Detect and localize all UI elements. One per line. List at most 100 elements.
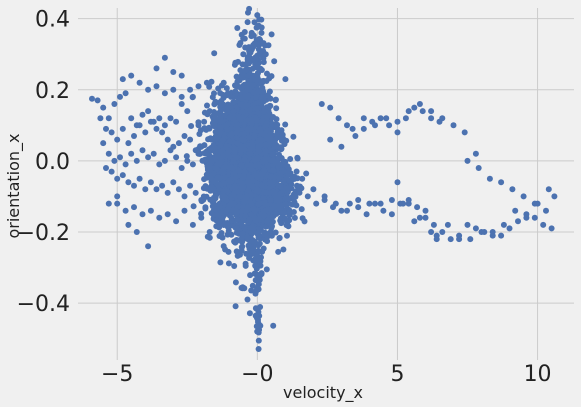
scatter-point: [254, 328, 261, 335]
scatter-point: [283, 175, 290, 182]
scatter-point: [219, 137, 226, 144]
scatter-point: [94, 97, 101, 104]
scatter-point: [456, 236, 463, 243]
scatter-point: [414, 204, 421, 211]
scatter-point: [244, 19, 251, 26]
scatter-point: [273, 116, 280, 123]
scatter-point: [273, 105, 280, 112]
scatter-point: [261, 167, 268, 174]
scatter-point: [394, 129, 401, 136]
scatter-point: [117, 154, 123, 161]
scatter-point: [290, 209, 297, 215]
y-axis-label: orientation_x: [4, 134, 24, 239]
scatter-point: [133, 229, 140, 235]
scatter-point: [89, 95, 95, 102]
scatter-point: [236, 167, 243, 174]
scatter-point: [419, 108, 426, 115]
scatter-point: [262, 141, 269, 148]
scatter-point: [310, 186, 317, 193]
scatter-point: [181, 193, 188, 200]
scatter-point: [239, 84, 246, 90]
scatter-point: [188, 123, 195, 129]
scatter-point: [114, 175, 121, 182]
scatter-point: [221, 174, 228, 181]
scatter-point: [243, 61, 250, 68]
scatter-point: [114, 136, 121, 143]
scatter-point: [206, 229, 213, 235]
scatter-point: [251, 132, 258, 139]
scatter-point: [512, 207, 519, 214]
scatter-point: [280, 246, 287, 253]
scatter-point: [257, 128, 264, 135]
scatter-point: [335, 115, 342, 122]
scatter-point: [122, 90, 129, 97]
scatter-point: [231, 263, 238, 269]
scatter-point: [256, 276, 263, 283]
scatter-point: [303, 170, 310, 177]
scatter-point: [230, 108, 237, 115]
scatter-point: [248, 229, 255, 236]
scatter-point: [284, 232, 290, 239]
scatter-point: [461, 129, 468, 136]
scatter-point: [240, 51, 247, 58]
scatter-point: [284, 219, 291, 226]
scatter-point: [291, 214, 298, 221]
scatter-point: [208, 184, 215, 191]
scatter-point: [291, 195, 298, 201]
scatter-point: [268, 73, 275, 80]
scatter-point: [551, 193, 558, 200]
scatter-point: [216, 203, 223, 210]
scatter-point: [206, 108, 213, 115]
scatter-point: [204, 102, 210, 109]
scatter-point: [262, 201, 269, 208]
scatter-point: [161, 54, 168, 61]
scatter-point: [264, 217, 271, 224]
scatter-point: [275, 162, 282, 169]
x-axis-label: velocity_x: [283, 383, 363, 403]
scatter-point: [232, 184, 239, 191]
scatter-point: [170, 86, 177, 93]
scatter-points: [89, 5, 558, 352]
scatter-point: [119, 125, 126, 132]
scatter-point: [114, 200, 121, 207]
scatter-point: [402, 115, 409, 122]
scatter-point: [178, 93, 185, 100]
scatter-point: [217, 259, 224, 266]
scatter-point: [282, 195, 289, 202]
scatter-point: [260, 194, 267, 201]
scatter-point: [486, 175, 493, 182]
scatter-point: [255, 201, 262, 208]
scatter-point: [195, 122, 202, 129]
scatter-point: [281, 209, 288, 216]
scatter-point: [298, 206, 305, 213]
scatter-point: [252, 262, 259, 269]
scatter-point: [239, 222, 246, 229]
scatter-point: [355, 204, 362, 211]
scatter-point: [258, 67, 265, 73]
scatter-point: [383, 115, 390, 122]
scatter-point: [234, 25, 241, 31]
scatter-point: [273, 196, 280, 202]
scatter-point: [150, 150, 157, 157]
scatter-point: [217, 129, 223, 136]
scatter-point: [229, 165, 236, 172]
scatter-point: [498, 179, 505, 186]
y-tick-label: 0.4: [35, 8, 70, 33]
scatter-point: [472, 225, 479, 232]
scatter-point: [290, 133, 297, 140]
scatter-point: [211, 101, 218, 108]
scatter-point: [269, 214, 276, 221]
scatter-point: [215, 182, 222, 189]
scatter-point: [246, 134, 253, 141]
scatter-point: [212, 115, 219, 122]
scatter-point: [254, 12, 261, 19]
scatter-point: [228, 231, 235, 238]
scatter-point: [159, 129, 166, 136]
scatter-point: [304, 193, 311, 200]
scatter-point: [255, 195, 262, 202]
scatter-point: [267, 173, 274, 180]
scatter-point: [264, 70, 270, 77]
scatter-point: [173, 218, 180, 225]
scatter-point: [270, 322, 277, 329]
scatter-point: [164, 211, 171, 218]
